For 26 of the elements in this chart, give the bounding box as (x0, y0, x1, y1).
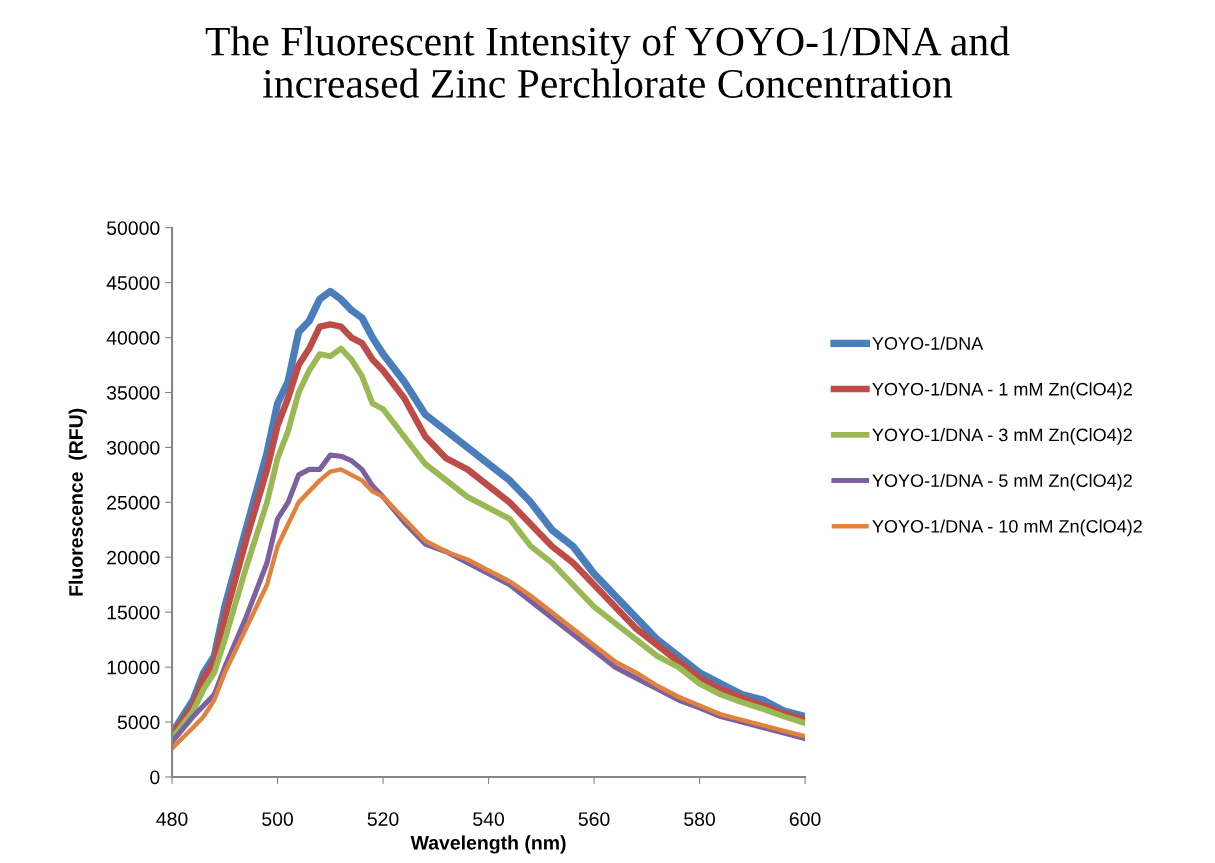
legend-label: YOYO-1/DNA - 5 mM Zn(ClO4)2 (872, 473, 1132, 491)
y-tick-label: 45000 (106, 276, 160, 290)
y-axis-title: Fluorescence (RFU) (68, 408, 87, 596)
legend-label: YOYO-1/DNA - 10 mM Zn(ClO4)2 (872, 519, 1142, 537)
y-tick-label: 5000 (117, 715, 160, 730)
chart-title: The Fluorescent Intensity of YOYO-1/DNA and increased Zinc Perchlorate Concentration (205, 25, 1010, 98)
y-tick-label: 30000 (106, 440, 160, 455)
y-tick-label: 35000 (106, 385, 160, 400)
legend-label: YOYO-1/DNA - 1 mM Zn(ClO4)2 (872, 382, 1132, 400)
y-tick-label: 20000 (107, 550, 160, 565)
x-tick-label: 500 (262, 812, 294, 826)
x-tick-label: 480 (156, 812, 188, 826)
x-tick-label: 540 (473, 812, 505, 826)
x-tick-label: 560 (578, 812, 610, 826)
x-tick-label: 580 (684, 812, 716, 826)
x-axis-title: Wavelength (nm) (410, 835, 566, 854)
legend-label: YOYO-1/DNA - 3 mM Zn(ClO4)2 (872, 428, 1132, 445)
y-tick-label: 25000 (107, 495, 160, 510)
x-tick-label: 520 (367, 812, 399, 826)
y-tick-label: 0 (150, 770, 160, 785)
y-tick-label: 10000 (107, 660, 160, 675)
y-tick-label: 50000 (106, 221, 160, 235)
y-tick-label: 15000 (107, 605, 160, 620)
y-tick-label: 40000 (106, 331, 160, 345)
legend-label: YOYO-1/DNA (872, 336, 984, 350)
x-tick-label: 600 (789, 812, 821, 826)
